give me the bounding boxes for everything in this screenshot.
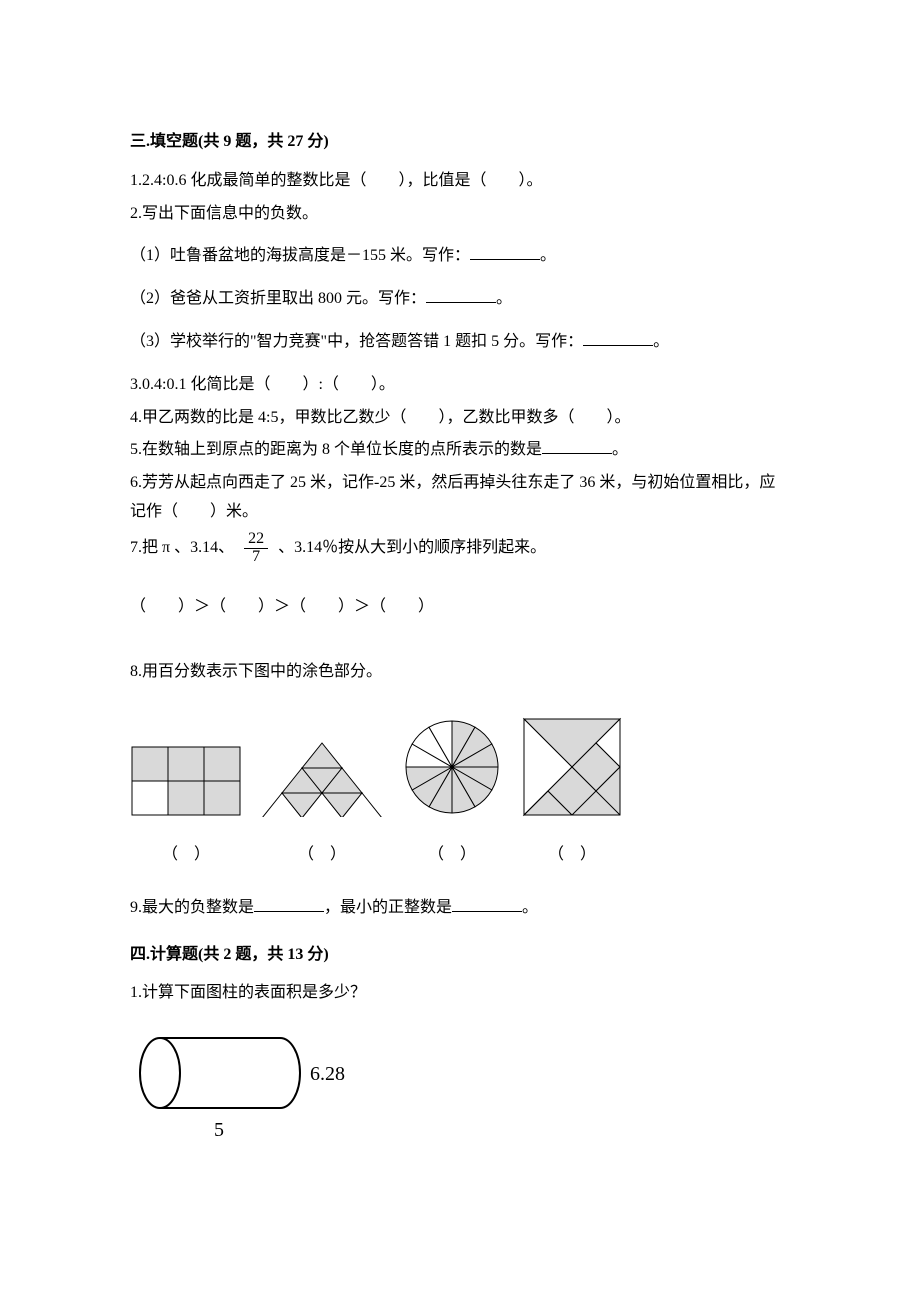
circle-icon <box>402 717 502 817</box>
figure-label: （ ） <box>298 841 346 870</box>
section-header-fill: 三.填空题(共 9 题，共 27 分) <box>130 128 790 157</box>
q-3-2-3-tail: 。 <box>653 333 669 350</box>
blank <box>542 438 612 454</box>
figure-grid: （ ） <box>130 745 242 870</box>
q-3-8: 8.用百分数表示下图中的涂色部分。 <box>130 658 790 687</box>
q-3-7-b: 、3.14％按从大到小的顺序排列起来。 <box>278 539 546 556</box>
q-3-7: 7.把 π 、3.14、 22 7 、3.14％按从大到小的顺序排列起来。 <box>130 531 790 566</box>
cylinder-bottom-label: 5 <box>214 1119 224 1141</box>
q-3-9-c: 。 <box>522 899 538 916</box>
q-3-5-text: 5.在数轴上到原点的距离为 8 个单位长度的点所表示的数是 <box>130 441 542 458</box>
q-3-2-3: （3）学校举行的"智力竞赛"中，抢答题答错 1 题扣 5 分。写作： 。 <box>130 328 790 357</box>
figure-label: （ ） <box>548 841 596 870</box>
fraction-22-7: 22 7 <box>244 531 268 566</box>
figure-triangle: （ ） <box>262 739 382 870</box>
q-3-2-2: （2）爸爸从工资折里取出 800 元。写作： 。 <box>130 285 790 314</box>
q-3-2: 2.写出下面信息中的负数。 <box>130 200 790 229</box>
fraction-numerator: 22 <box>244 531 268 549</box>
q-3-6: 6.芳芳从起点向西走了 25 米，记作-25 米，然后再掉头往东走了 36 米，… <box>130 469 790 527</box>
q-3-9-b: ，最小的正整数是 <box>324 899 452 916</box>
q-3-5: 5.在数轴上到原点的距离为 8 个单位长度的点所表示的数是 。 <box>130 436 790 465</box>
q-3-7-compare: （ ）＞（ ）＞（ ）＞（ ） <box>130 593 790 622</box>
q-3-9: 9.最大的负整数是 ，最小的正整数是 。 <box>130 894 790 923</box>
section-header-calc: 四.计算题(共 2 题，共 13 分) <box>130 941 790 970</box>
q-3-1: 1.2.4:0.6 化成最简单的整数比是（ ），比值是（ ）。 <box>130 167 790 196</box>
q-3-9-a: 9.最大的负整数是 <box>130 899 254 916</box>
q-3-2-2-text: （2）爸爸从工资折里取出 800 元。写作： <box>130 290 426 307</box>
q-3-2-1-tail: 。 <box>540 247 556 264</box>
q-3-2-1: （1）吐鲁番盆地的海拔高度是－155 米。写作： 。 <box>130 242 790 271</box>
blank <box>583 330 653 346</box>
q-3-4: 4.甲乙两数的比是 4:5，甲数比乙数少（ ），乙数比甲数多（ ）。 <box>130 404 790 433</box>
blank <box>254 896 324 912</box>
figure-circle: （ ） <box>402 717 502 870</box>
fraction-denominator: 7 <box>244 549 268 566</box>
figure-label: （ ） <box>162 841 210 870</box>
tangram-icon <box>522 717 622 817</box>
q-3-5-tail: 。 <box>612 441 628 458</box>
figure-label: （ ） <box>428 841 476 870</box>
figure-tangram: （ ） <box>522 717 622 870</box>
blank <box>470 244 540 260</box>
cylinder-icon: 6.28 5 <box>130 1028 360 1148</box>
blank <box>426 287 496 303</box>
q-3-7-a: 7.把 π 、3.14、 <box>130 539 234 556</box>
q-3-2-1-text: （1）吐鲁番盆地的海拔高度是－155 米。写作： <box>130 247 470 264</box>
q-4-1: 1.计算下面图柱的表面积是多少？ <box>130 979 790 1008</box>
triangle-icon <box>262 739 382 817</box>
cylinder-side-label: 6.28 <box>310 1063 345 1085</box>
cylinder-figure: 6.28 5 <box>130 1028 790 1159</box>
grid-icon <box>130 745 242 817</box>
q-3-2-3-text: （3）学校举行的"智力竞赛"中，抢答题答错 1 题扣 5 分。写作： <box>130 333 583 350</box>
q-3-2-2-tail: 。 <box>496 290 512 307</box>
q-3-3: 3.0.4:0.1 化简比是（ ）:（ ）。 <box>130 371 790 400</box>
blank <box>452 896 522 912</box>
q-3-8-figures: （ ） （ ） （ ） <box>130 717 790 870</box>
